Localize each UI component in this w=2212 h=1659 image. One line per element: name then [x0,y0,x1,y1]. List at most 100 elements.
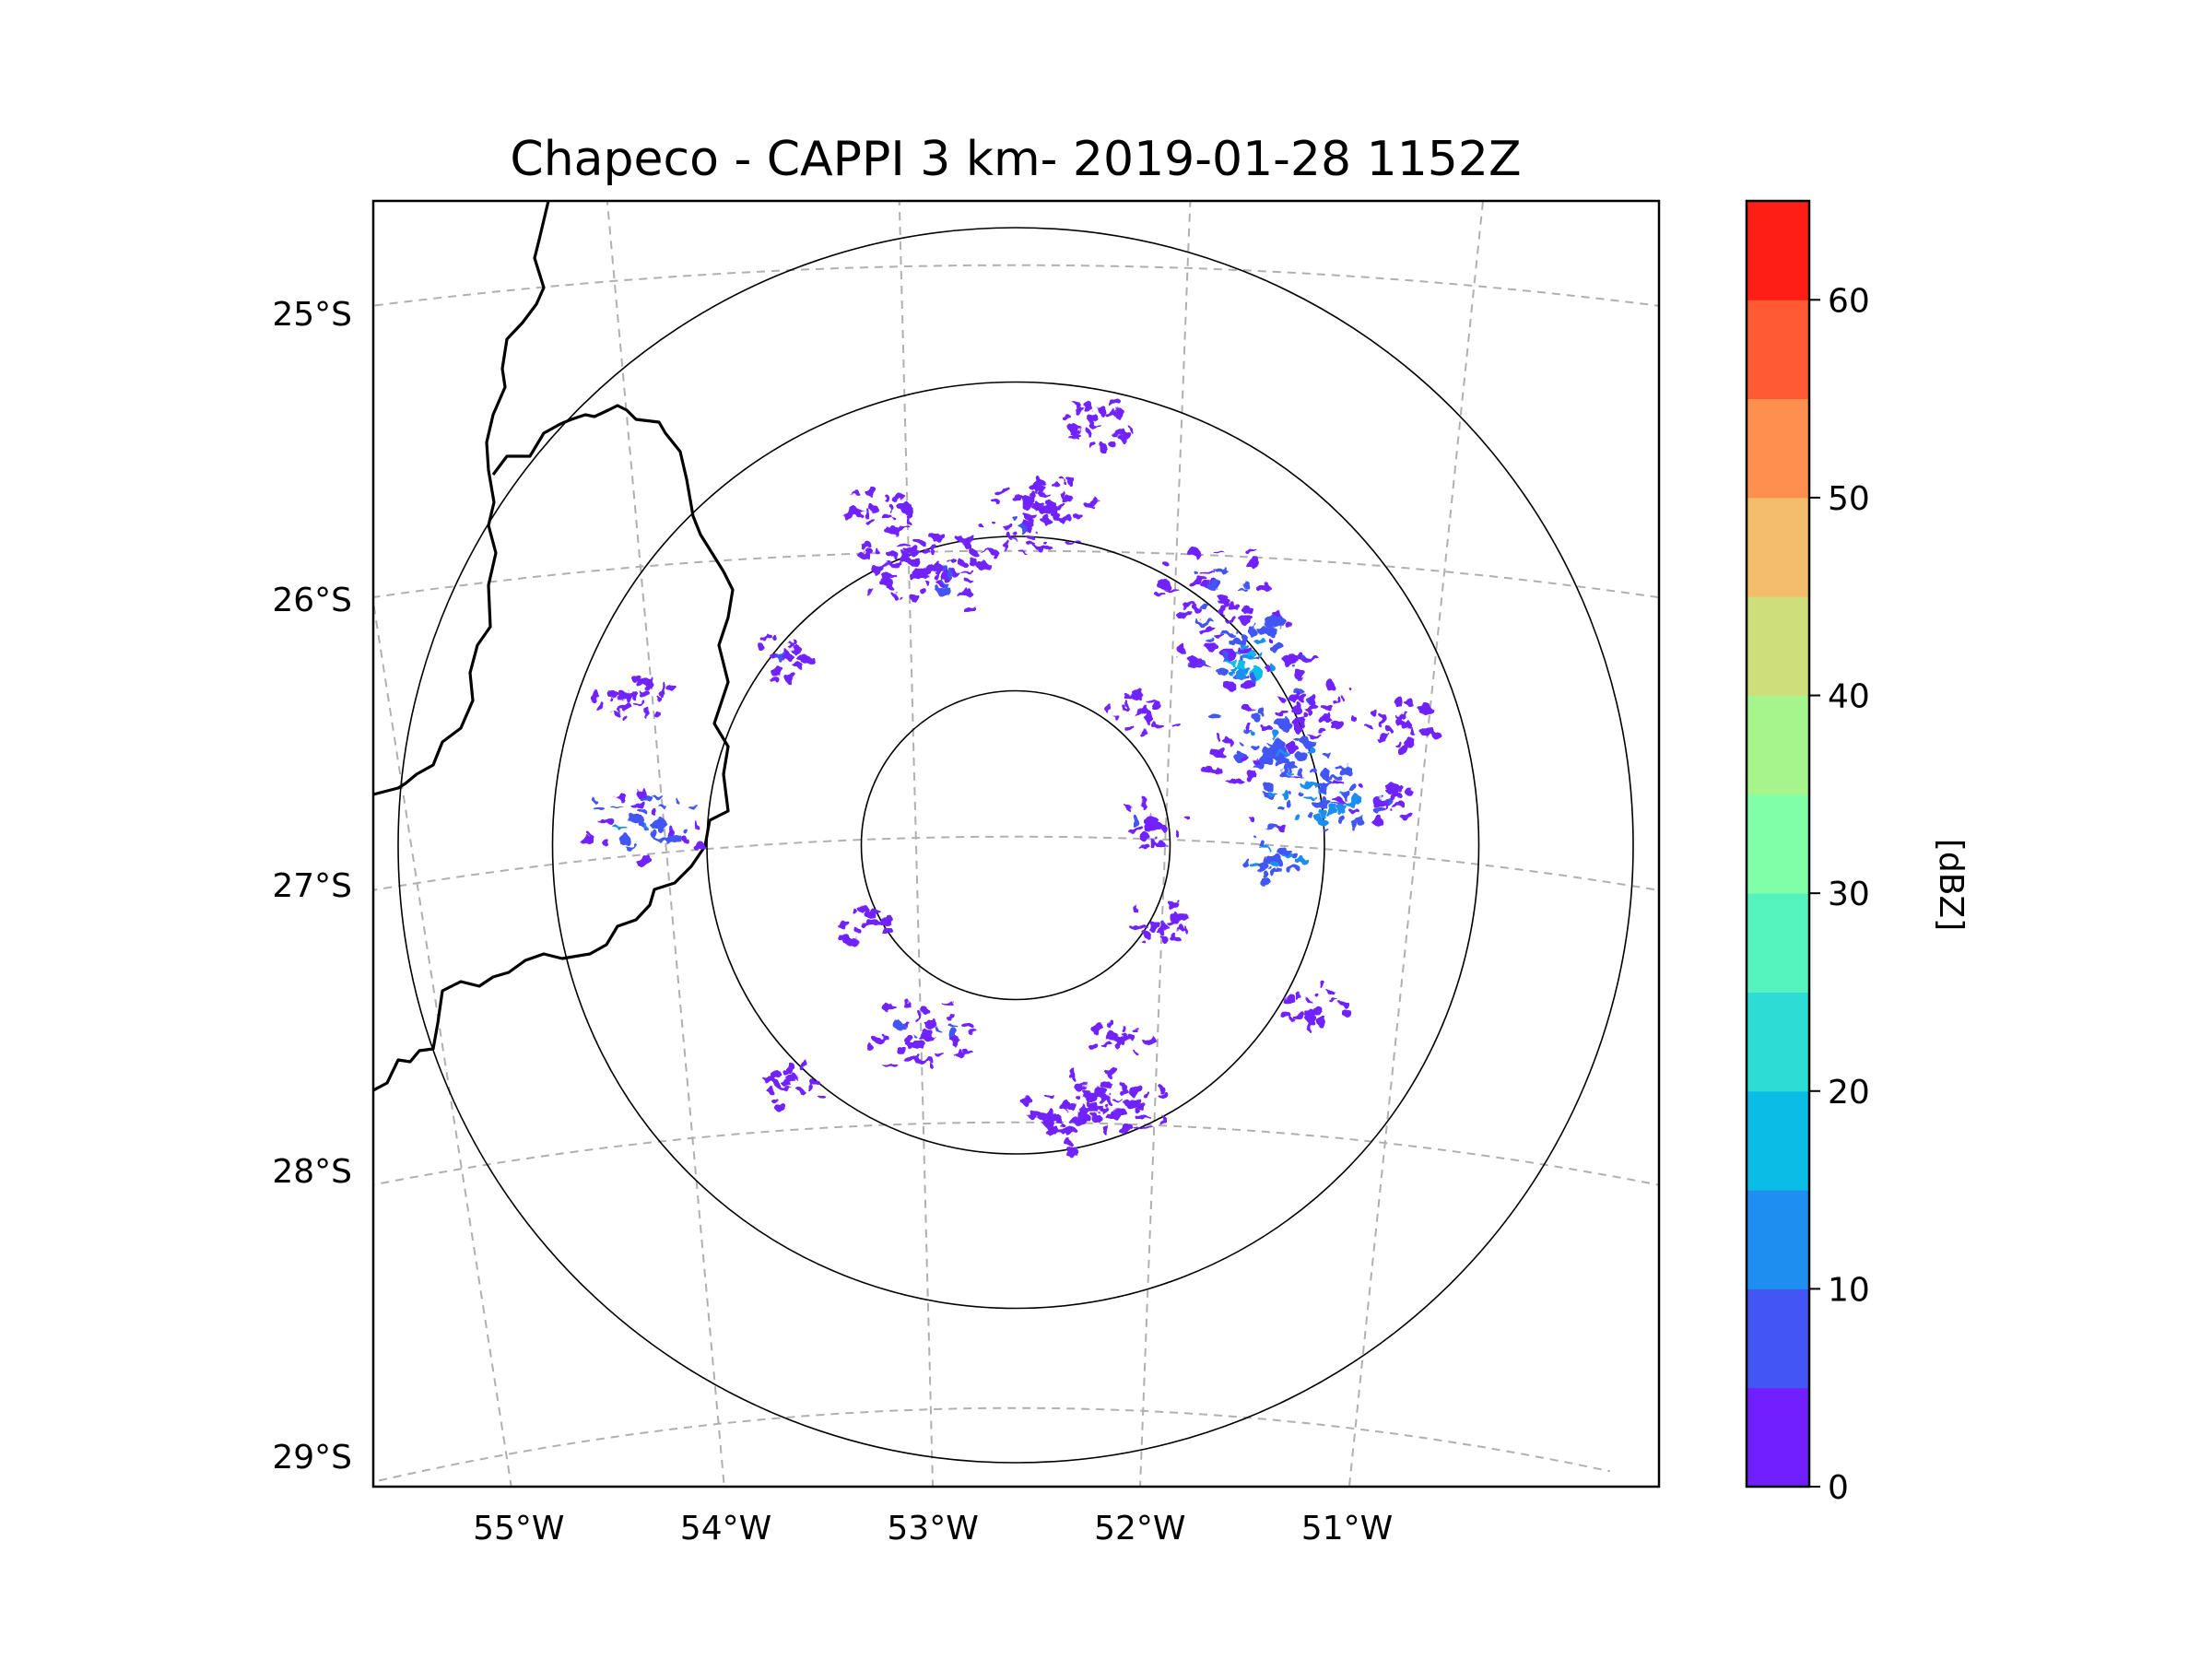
echo-speckle [929,533,945,542]
echo-speckle [989,496,1000,502]
echo-speckle [958,535,972,544]
echo-speckle [954,1052,966,1059]
echo-speckle [801,1059,806,1067]
echo-speckle [885,528,893,534]
echo-speckle [1307,812,1314,818]
echo-speckle [1315,1011,1321,1016]
echo-speckle [1315,991,1320,995]
colorbar-segment [1747,1190,1809,1289]
echo-speckle [874,564,888,569]
echo-speckle [1244,771,1256,780]
echo-speckle [1250,730,1257,736]
meridian-gridline [1347,201,1485,1487]
echo-speckle [1265,782,1274,792]
echo-speckle [1183,926,1189,936]
echo-speckle [947,1014,954,1019]
echo-speckle [678,838,688,843]
echo-speckle [1139,843,1148,850]
echo-speckle [1277,721,1295,731]
echo-speckle [1130,1127,1143,1131]
echo-speckle [966,559,978,565]
echo-speckle [782,653,794,661]
echo-speckle [881,1064,897,1067]
echo-speckle [1077,1110,1088,1119]
echo-speckle [960,541,973,551]
echo-speckle [914,539,928,546]
echo-speckle [1214,550,1223,554]
colorbar-segment [1747,201,1809,300]
echo-speckle [1011,493,1025,501]
echo-speckle [1108,1099,1113,1108]
echo-speckle [1028,490,1037,499]
echo-speckle [616,707,622,712]
echo-speckle [649,828,657,839]
echo-speckle [592,693,597,701]
echo-speckle [1256,708,1265,714]
echo-speckle [961,1051,972,1054]
echo-speckle [1035,500,1042,507]
echo-speckle [1099,1094,1113,1101]
echo-speckle [1375,805,1383,815]
echo-speckle [1294,670,1304,680]
echo-speckle [882,494,888,504]
echo-speckle [858,549,873,560]
echo-speckle [621,836,629,845]
echo-speckle [1074,1082,1086,1092]
echo-speckle [1182,816,1191,820]
echo-speckle [1202,765,1218,774]
echo-speckle [1320,980,1324,989]
echo-speckle [1105,1031,1114,1041]
echo-speckle [1212,634,1227,639]
echo-speckle [1040,491,1052,496]
echo-speckle [1240,740,1248,746]
echo-speckle [1289,775,1307,779]
echo-speckle [1241,642,1249,648]
colorbar-segment [1747,893,1809,993]
echo-speckle [1300,710,1309,719]
echo-speckle [941,571,950,581]
echo-speckle [1081,1090,1091,1097]
echo-speckle [1172,933,1181,941]
colorbar-tick-label: 10 [1828,1271,1870,1309]
echo-speckle [1182,602,1197,607]
echo-speckle [947,573,952,579]
colorbar: 0 10 20 30 40 50 60 [dBZ] [1745,199,1970,1507]
echo-speckle [1217,598,1231,604]
echo-speckle [693,843,705,852]
echo-speckle [900,1049,904,1055]
echo-speckle [1376,738,1388,744]
meridian-gridline [606,201,725,1487]
echo-speckle [1045,1125,1061,1134]
echo-speckle [908,594,917,602]
echo-speckle [1038,508,1045,516]
x-tick-labels: 55°W 54°W 53°W 52°W 51°W [473,1510,1393,1547]
echo-speckle [1192,606,1202,614]
echo-speckle [1372,709,1379,717]
echo-speckle [1131,826,1143,831]
echo-speckle [913,1033,918,1037]
echo-speckle [1175,611,1186,619]
echo-speckle [1069,1103,1077,1110]
echo-speckle [959,570,972,574]
colorbar-ticks: 0 10 20 30 40 50 60 [1809,282,1870,1507]
echo-speckle [791,644,802,654]
echo-speckle [959,588,969,597]
echo-speckle [1342,1007,1352,1017]
echo-speckle [1088,500,1096,507]
echo-speckle [643,707,648,718]
echo-speckle [1193,571,1199,575]
echo-speckle [1174,830,1181,836]
echo-speckle [1044,1093,1054,1098]
echo-speckle [1249,816,1255,821]
echo-speckle [1146,827,1159,830]
echo-speckle [1144,709,1151,720]
echo-speckle [639,821,648,830]
echo-speckle [1088,1043,1098,1052]
echo-speckle [1303,1016,1316,1026]
echo-speckle [1297,856,1308,862]
echo-speckle [1242,728,1253,732]
echo-speckle [1217,594,1228,599]
echo-speckle [1392,788,1397,794]
echo-speckle [933,571,939,582]
echo-speckle [1298,694,1308,703]
